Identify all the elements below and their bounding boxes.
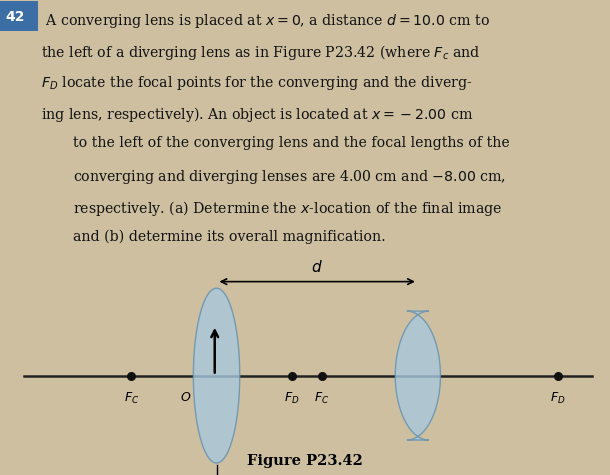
Text: $O$: $O$ — [181, 391, 192, 404]
Text: $F_D$: $F_D$ — [284, 391, 300, 406]
Text: $F_C$: $F_C$ — [314, 391, 330, 406]
Polygon shape — [193, 288, 240, 463]
Text: $F_D$ locate the focal points for the converging and the diverg-: $F_D$ locate the focal points for the co… — [41, 74, 473, 92]
Polygon shape — [395, 311, 440, 440]
Text: $d$: $d$ — [311, 259, 323, 275]
Text: 42: 42 — [5, 10, 24, 24]
Text: to the left of the converging lens and the focal lengths of the: to the left of the converging lens and t… — [73, 136, 510, 151]
Text: Figure P23.42: Figure P23.42 — [247, 455, 363, 468]
FancyBboxPatch shape — [0, 1, 38, 30]
Text: $F_C$: $F_C$ — [123, 391, 139, 406]
Text: ing lens, respectively). An object is located at $x=-2.00$ cm: ing lens, respectively). An object is lo… — [41, 105, 474, 124]
Text: $F_D$: $F_D$ — [550, 391, 566, 406]
Text: the left of a diverging lens as in Figure P23.42 (where $F_c$ and: the left of a diverging lens as in Figur… — [41, 43, 481, 62]
Text: converging and diverging lenses are 4.00 cm and $-8.00$ cm,: converging and diverging lenses are 4.00… — [73, 168, 506, 186]
Text: A converging lens is placed at $x=0$, a distance $d=10.0$ cm to: A converging lens is placed at $x=0$, a … — [41, 12, 490, 30]
Text: respectively. (a) Determine the $x$-location of the final image: respectively. (a) Determine the $x$-loca… — [73, 199, 503, 218]
Text: and (b) determine its overall magnification.: and (b) determine its overall magnificat… — [73, 230, 386, 244]
